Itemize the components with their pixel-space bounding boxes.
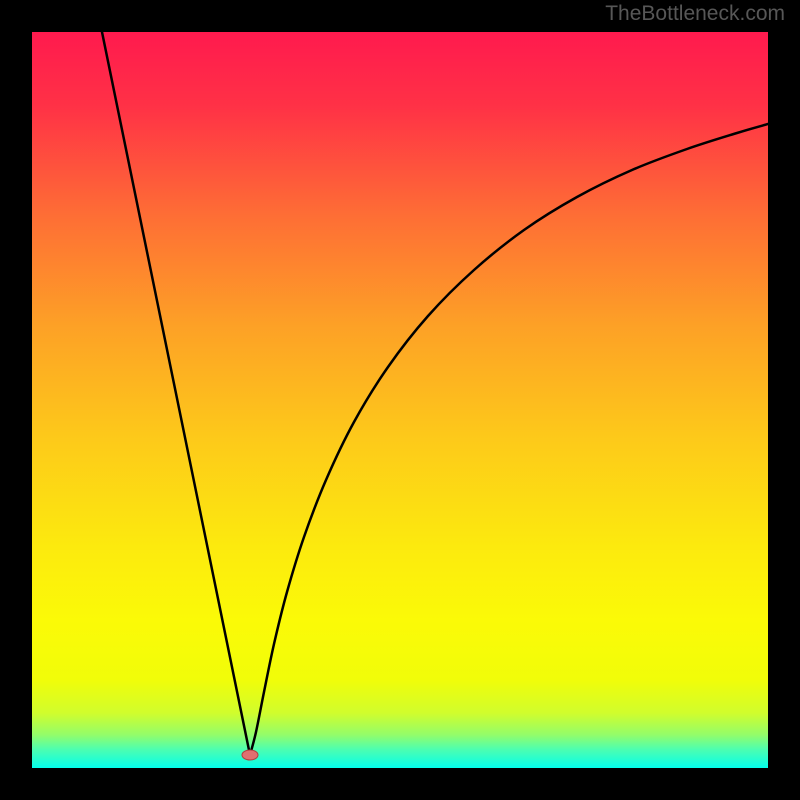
watermark-text: TheBottleneck.com	[605, 2, 785, 26]
minimum-marker	[242, 750, 258, 760]
plot-background	[32, 32, 768, 768]
bottleneck-chart	[0, 0, 800, 800]
chart-container: TheBottleneck.com	[0, 0, 800, 800]
